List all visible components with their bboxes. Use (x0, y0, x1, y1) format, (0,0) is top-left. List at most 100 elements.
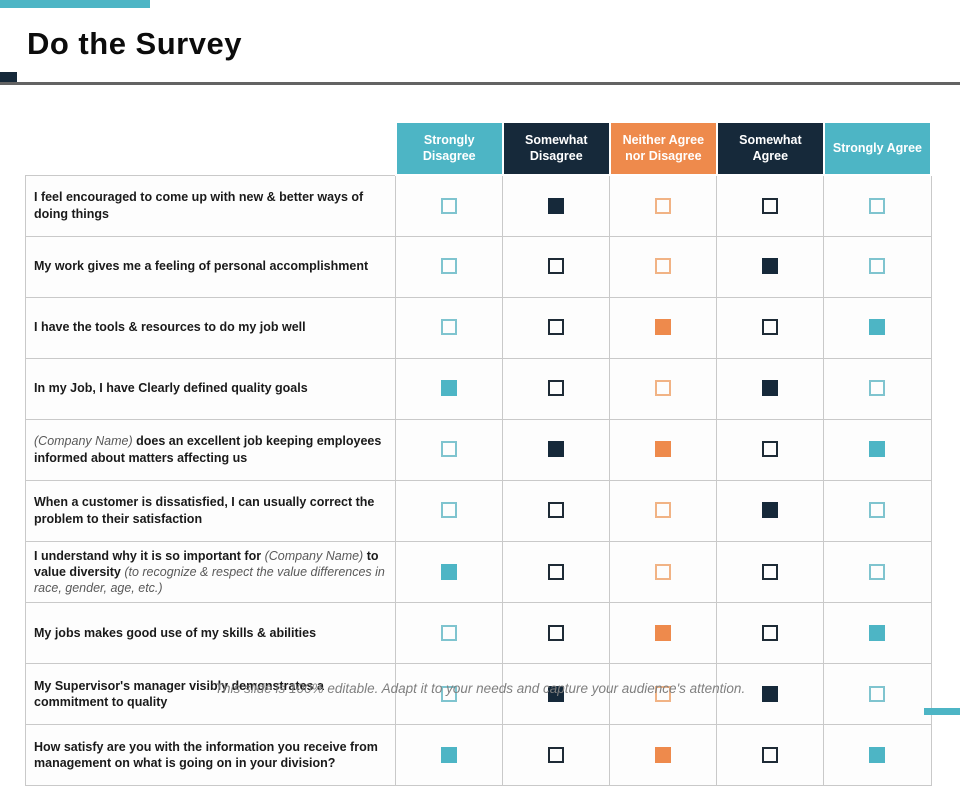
answer-cell-somewhat-disagree (502, 479, 611, 542)
checkbox-somewhat-agree-unchecked[interactable] (762, 441, 779, 458)
answer-cell-strongly-agree (823, 296, 932, 359)
checkbox-strongly-agree-checked[interactable] (869, 441, 886, 458)
answer-cell-neither-agree-nor-disagree (609, 663, 718, 726)
checkbox-somewhat-disagree-unchecked[interactable] (548, 502, 565, 519)
table-row: In my Job, I have Clearly defined qualit… (24, 357, 932, 420)
answer-cell-strongly-agree (823, 663, 932, 726)
question-cell: I understand why it is so important for … (24, 540, 397, 604)
checkbox-strongly-agree-unchecked[interactable] (869, 380, 886, 397)
answer-cell-strongly-agree (823, 724, 932, 786)
answer-cell-strongly-disagree (395, 418, 504, 481)
answer-cell-somewhat-disagree (502, 235, 611, 298)
checkbox-neither-agree-nor-disagree-checked[interactable] (655, 441, 672, 458)
checkbox-neither-agree-nor-disagree-unchecked[interactable] (655, 502, 672, 519)
checkbox-strongly-disagree-checked[interactable] (441, 747, 458, 764)
question-cell: I have the tools & resources to do my jo… (24, 296, 397, 359)
answer-cell-neither-agree-nor-disagree (609, 540, 718, 604)
checkbox-neither-agree-nor-disagree-unchecked[interactable] (655, 563, 672, 580)
answer-cell-neither-agree-nor-disagree (609, 724, 718, 786)
checkbox-neither-agree-nor-disagree-checked[interactable] (655, 625, 672, 642)
answer-cell-somewhat-disagree (502, 724, 611, 786)
answer-cell-strongly-disagree (395, 479, 504, 542)
question-cell: (Company Name) does an excellent job kee… (24, 418, 397, 481)
answer-cell-somewhat-agree (716, 174, 825, 237)
table-row: I understand why it is so important for … (24, 540, 932, 604)
checkbox-strongly-disagree-unchecked[interactable] (441, 441, 458, 458)
answer-cell-somewhat-disagree (502, 357, 611, 420)
checkbox-strongly-disagree-unchecked[interactable] (441, 625, 458, 642)
checkbox-strongly-disagree-unchecked[interactable] (441, 258, 458, 275)
checkbox-somewhat-disagree-unchecked[interactable] (548, 380, 565, 397)
checkbox-somewhat-agree-checked[interactable] (762, 502, 779, 519)
checkbox-strongly-disagree-checked[interactable] (441, 380, 458, 397)
checkbox-somewhat-disagree-unchecked[interactable] (548, 747, 565, 764)
column-header-strongly-disagree: Strongly Disagree (394, 123, 504, 176)
checkbox-strongly-agree-unchecked[interactable] (869, 197, 886, 214)
answer-cell-strongly-agree (823, 357, 932, 420)
table-row: My work gives me a feeling of personal a… (24, 235, 932, 298)
checkbox-strongly-agree-checked[interactable] (869, 747, 886, 764)
page-title: Do the Survey (27, 26, 242, 61)
answer-cell-strongly-agree (823, 235, 932, 298)
checkbox-strongly-agree-checked[interactable] (869, 319, 886, 336)
question-text-segment: to value diversity (34, 548, 379, 579)
checkbox-strongly-agree-unchecked[interactable] (869, 686, 886, 703)
checkbox-strongly-agree-checked[interactable] (869, 625, 886, 642)
checkbox-somewhat-agree-unchecked[interactable] (762, 319, 779, 336)
checkbox-somewhat-agree-unchecked[interactable] (762, 563, 779, 580)
question-column-header (26, 123, 396, 175)
answer-cell-strongly-disagree (395, 724, 504, 786)
answer-cell-somewhat-agree (716, 296, 825, 359)
checkbox-somewhat-agree-unchecked[interactable] (762, 625, 779, 642)
answer-cell-neither-agree-nor-disagree (609, 602, 718, 665)
checkbox-strongly-disagree-unchecked[interactable] (441, 197, 458, 214)
answer-cell-somewhat-disagree (502, 296, 611, 359)
checkbox-strongly-disagree-unchecked[interactable] (441, 686, 458, 703)
answer-cell-strongly-agree (823, 540, 932, 604)
title-divider (0, 82, 960, 85)
checkbox-somewhat-disagree-checked[interactable] (548, 686, 565, 703)
checkbox-somewhat-agree-unchecked[interactable] (762, 747, 779, 764)
table-row: How satisfy are you with the information… (24, 724, 932, 786)
answer-cell-strongly-disagree (395, 235, 504, 298)
answer-cell-somewhat-disagree (502, 540, 611, 604)
checkbox-neither-agree-nor-disagree-unchecked[interactable] (655, 197, 672, 214)
checkbox-strongly-agree-unchecked[interactable] (869, 502, 886, 519)
checkbox-neither-agree-nor-disagree-checked[interactable] (655, 747, 672, 764)
answer-cell-neither-agree-nor-disagree (609, 357, 718, 420)
checkbox-somewhat-agree-unchecked[interactable] (762, 197, 779, 214)
answer-cell-neither-agree-nor-disagree (609, 235, 718, 298)
checkbox-somewhat-disagree-unchecked[interactable] (548, 258, 565, 275)
answer-cell-neither-agree-nor-disagree (609, 296, 718, 359)
answer-cell-somewhat-agree (716, 602, 825, 665)
checkbox-neither-agree-nor-disagree-unchecked[interactable] (655, 258, 672, 275)
checkbox-somewhat-agree-checked[interactable] (762, 258, 779, 275)
checkbox-strongly-agree-unchecked[interactable] (869, 563, 886, 580)
title-accent-square (0, 72, 17, 82)
checkbox-somewhat-agree-checked[interactable] (762, 686, 779, 703)
checkbox-strongly-disagree-unchecked[interactable] (441, 319, 458, 336)
question-text-segment: I have the tools & resources to do my jo… (34, 320, 306, 335)
checkbox-somewhat-disagree-unchecked[interactable] (548, 625, 565, 642)
checkbox-strongly-agree-unchecked[interactable] (869, 258, 886, 275)
checkbox-neither-agree-nor-disagree-unchecked[interactable] (655, 380, 672, 397)
checkbox-somewhat-disagree-unchecked[interactable] (548, 563, 565, 580)
question-cell: My Supervisor's manager visibly demonstr… (24, 663, 397, 726)
question-cell: My jobs makes good use of my skills & ab… (24, 602, 397, 665)
answer-cell-somewhat-agree (716, 479, 825, 542)
answer-cell-somewhat-disagree (502, 418, 611, 481)
question-text-segment: How satisfy are you with the information… (34, 740, 378, 771)
table-row: My jobs makes good use of my skills & ab… (24, 602, 932, 665)
checkbox-somewhat-agree-checked[interactable] (762, 380, 779, 397)
question-cell: How satisfy are you with the information… (24, 724, 397, 786)
table-row: When a customer is dissatisfied, I can u… (24, 479, 932, 542)
checkbox-somewhat-disagree-checked[interactable] (548, 197, 565, 214)
answer-cell-strongly-disagree (395, 296, 504, 359)
checkbox-neither-agree-nor-disagree-unchecked[interactable] (655, 686, 672, 703)
checkbox-strongly-disagree-checked[interactable] (441, 563, 458, 580)
checkbox-somewhat-disagree-unchecked[interactable] (548, 319, 565, 336)
column-header-neither-agree-nor-disagree: Neither Agree nor Disagree (608, 123, 718, 176)
checkbox-strongly-disagree-unchecked[interactable] (441, 502, 458, 519)
checkbox-somewhat-disagree-checked[interactable] (548, 441, 565, 458)
checkbox-neither-agree-nor-disagree-checked[interactable] (655, 319, 672, 336)
